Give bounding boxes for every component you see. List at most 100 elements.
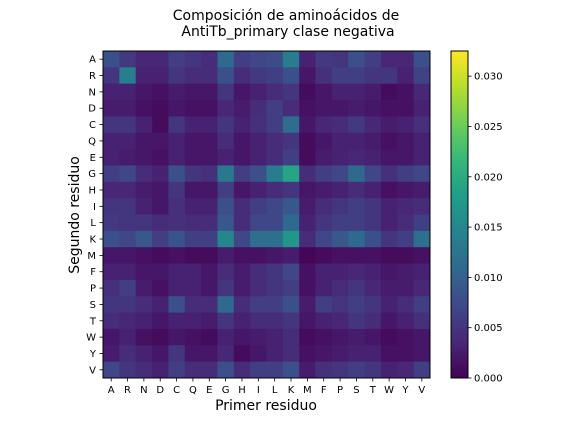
heatmap-cell-C-Y [397,116,414,133]
heatmap-cell-Y-R [119,345,136,362]
heatmap-cell-M-N [136,247,153,264]
heatmap-cell-D-E [201,100,218,117]
heatmap-cell-I-L [267,198,284,215]
heatmap-cell-V-K [283,362,300,379]
heatmap-cell-N-E [201,84,218,101]
heatmap-cell-S-F [316,296,333,313]
heatmap-cell-Y-Q [185,345,202,362]
heatmap-cell-Q-Q [185,133,202,150]
heatmap-cell-E-F [316,149,333,166]
heatmap-cell-N-L [267,84,284,101]
heatmap-cell-C-N [136,116,153,133]
heatmap-cell-T-I [250,313,267,330]
heatmap-cell-G-S [348,165,365,182]
heatmap-cell-M-I [250,247,267,264]
heatmap-cell-D-S [348,100,365,117]
heatmap-cell-S-S [348,296,365,313]
heatmap-cell-M-Y [397,247,414,264]
heatmap-cell-C-S [348,116,365,133]
x-tick-label: N [140,385,147,396]
x-tick-label: C [173,385,180,396]
heatmap-cell-D-M [299,100,316,117]
heatmap-cell-R-H [234,67,251,84]
heatmap-cell-N-M [299,84,316,101]
heatmap-cell-V-T [365,362,382,379]
colorbar-tick-label: 0.010 [474,273,503,284]
heatmap-cell-Q-G [217,133,234,150]
heatmap-cell-G-R [119,165,136,182]
heatmap-cell-L-W [381,215,398,232]
heatmap-cell-N-Y [397,84,414,101]
heatmap-cell-R-F [316,67,333,84]
heatmap-cell-I-N [136,198,153,215]
heatmap-cell-A-E [201,51,218,68]
heatmap-cell-C-H [234,116,251,133]
heatmap-cell-F-D [152,264,169,281]
heatmap-cell-S-Y [397,296,414,313]
heatmap-cell-G-C [168,165,185,182]
heatmap-cell-M-L [267,247,284,264]
heatmap-cell-W-A [103,329,120,346]
colorbar-tick-label: 0.020 [474,172,503,183]
heatmap-cell-F-R [119,264,136,281]
heatmap-cell-Y-P [332,345,349,362]
heatmap-cell-H-M [299,182,316,199]
heatmap-cell-T-Q [185,313,202,330]
heatmap-cell-R-I [250,67,267,84]
heatmap-cell-S-T [365,296,382,313]
heatmap-cell-C-R [119,116,136,133]
heatmap-cell-F-P [332,264,349,281]
heatmap-cell-L-P [332,215,349,232]
heatmap-cell-I-D [152,198,169,215]
heatmap-cell-Y-A [103,345,120,362]
heatmap-cell-W-R [119,329,136,346]
x-tick-label: K [288,385,295,396]
heatmap-cell-G-G [217,165,234,182]
heatmap-cell-D-R [119,100,136,117]
heatmap-cells [103,51,430,378]
heatmap-cell-Y-E [201,345,218,362]
heatmap-cell-K-L [267,231,284,248]
heatmap-cell-Q-M [299,133,316,150]
heatmap-cell-A-P [332,51,349,68]
heatmap-cell-N-N [136,84,153,101]
heatmap-cell-L-A [103,215,120,232]
heatmap-cell-I-Y [397,198,414,215]
heatmap-cell-Q-S [348,133,365,150]
heatmap-cell-H-T [365,182,382,199]
heatmap-cell-A-A [103,51,120,68]
colorbar-tick-label: 0.030 [474,72,503,83]
heatmap-cell-F-T [365,264,382,281]
heatmap-cell-V-E [201,362,218,379]
heatmap-cell-V-R [119,362,136,379]
heatmap-cell-D-P [332,100,349,117]
heatmap-cell-N-F [316,84,333,101]
heatmap-cell-N-V [414,84,431,101]
y-tick-label: I [93,202,96,213]
heatmap-cell-E-D [152,149,169,166]
x-tick-label: E [206,385,212,396]
heatmap-cell-Y-G [217,345,234,362]
heatmap-cell-W-M [299,329,316,346]
heatmap-cell-H-Q [185,182,202,199]
heatmap-cell-E-A [103,149,120,166]
heatmap-cell-P-F [316,280,333,297]
heatmap-cell-Q-D [152,133,169,150]
x-tick-label: A [108,385,115,396]
heatmap-cell-W-H [234,329,251,346]
heatmap-cell-F-G [217,264,234,281]
heatmap-cell-D-V [414,100,431,117]
heatmap-cell-L-N [136,215,153,232]
heatmap-cell-F-V [414,264,431,281]
heatmap-cell-W-C [168,329,185,346]
x-tick-label: G [222,385,230,396]
heatmap-cell-M-E [201,247,218,264]
heatmap-cell-Y-K [283,345,300,362]
heatmap-cell-I-F [316,198,333,215]
heatmap-cell-P-S [348,280,365,297]
heatmap-cell-D-A [103,100,120,117]
heatmap-cell-H-L [267,182,284,199]
heatmap-cell-V-C [168,362,185,379]
heatmap-cell-S-R [119,296,136,313]
heatmap-cell-V-V [414,362,431,379]
